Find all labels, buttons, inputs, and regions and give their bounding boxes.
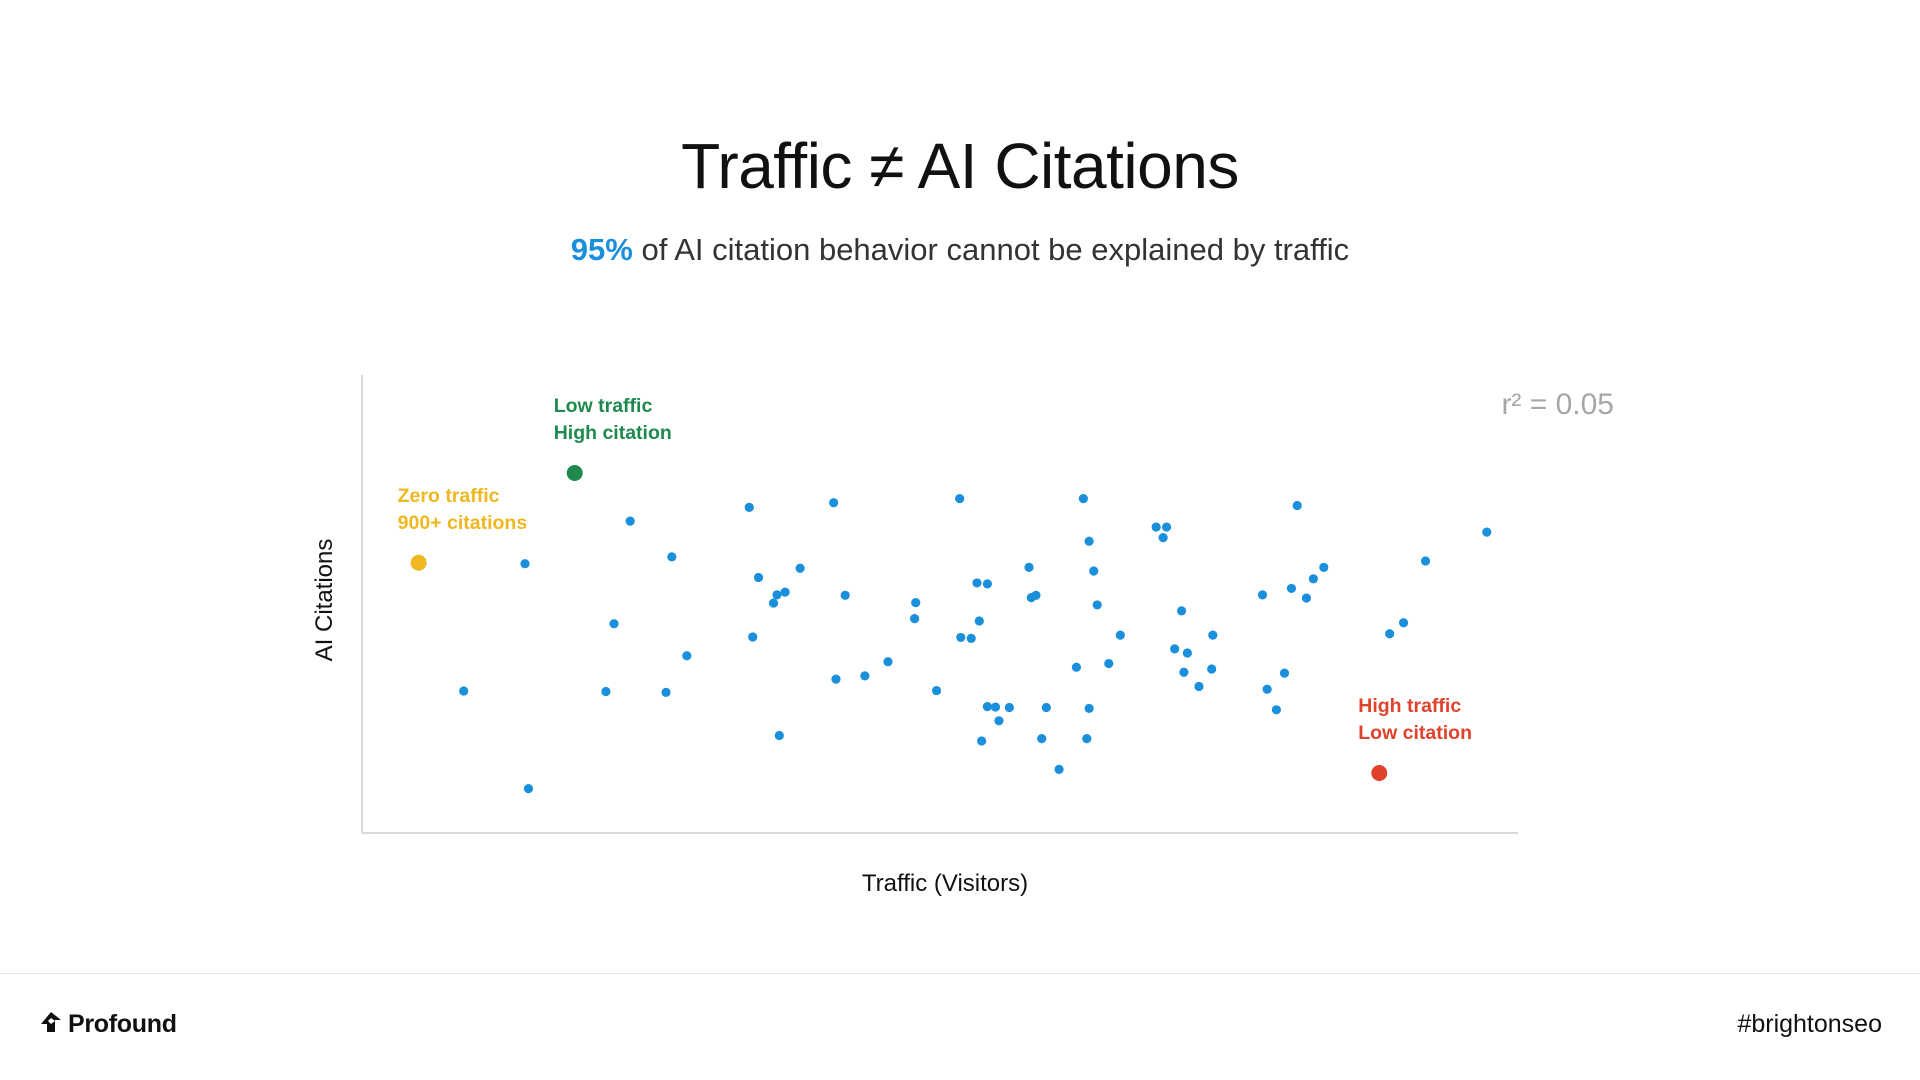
data-point [1078, 494, 1088, 504]
data-point [956, 632, 966, 643]
data-point [1115, 630, 1125, 640]
data-point [1151, 522, 1161, 532]
data-point [1279, 668, 1290, 678]
highlight-label: 900+ citations [398, 512, 528, 534]
data-point [1041, 702, 1051, 713]
data-point [974, 616, 984, 626]
data-point [795, 563, 805, 573]
data-point [1031, 590, 1041, 600]
data-point [753, 572, 764, 583]
x-axis-label: Traffic (Visitors) [862, 870, 1028, 897]
data-point [1158, 532, 1168, 543]
data-point [911, 598, 921, 608]
data-point [661, 687, 671, 697]
profound-logo-icon [40, 1011, 62, 1038]
data-point [520, 559, 530, 569]
data-point [1207, 664, 1217, 674]
data-point [1262, 684, 1272, 694]
data-point [780, 587, 790, 597]
data-point [1104, 658, 1114, 669]
data-point [1194, 681, 1204, 692]
data-point [1420, 556, 1431, 566]
footer-divider [0, 973, 1920, 974]
data-point [459, 686, 469, 696]
slide-title: Traffic ≠ AI Citations [681, 130, 1239, 202]
data-point [1482, 527, 1492, 537]
data-point [1177, 606, 1187, 616]
data-point [977, 736, 987, 746]
data-point [829, 498, 839, 508]
brand-name: Profound [68, 1010, 177, 1038]
scatter-chart: AI Citations Traffic (Visitors) r² = 0.0… [311, 375, 1614, 897]
highlight-point [566, 465, 583, 482]
highlight-label: High traffic [1358, 695, 1461, 717]
subtitle-text: of AI citation behavior cannot be explai… [632, 232, 1350, 267]
highlight-label: Low citation [1358, 722, 1472, 744]
slide-subtitle: 95% of AI citation behavior cannot be ex… [0, 230, 1920, 270]
data-point [1271, 705, 1281, 715]
highlight-label: High citation [554, 422, 672, 444]
data-point [682, 651, 692, 661]
data-point [1398, 618, 1409, 628]
data-point [883, 657, 893, 667]
data-point [931, 685, 942, 696]
data-point [909, 614, 920, 624]
data-point [1179, 667, 1189, 677]
data-point [1292, 500, 1302, 511]
data-point [1182, 648, 1192, 658]
data-point [994, 716, 1004, 726]
data-point [1319, 562, 1329, 572]
data-point [772, 590, 782, 600]
highlight-label: Low traffic [554, 395, 653, 417]
highlight-point [410, 554, 427, 571]
subtitle-highlight: 95% [570, 232, 633, 267]
data-point [1084, 703, 1094, 714]
data-point [1301, 593, 1312, 603]
brand: Profound [40, 1010, 177, 1039]
data-point [1257, 590, 1268, 600]
data-point [667, 552, 677, 562]
data-point [1170, 644, 1180, 654]
data-point [990, 702, 1001, 712]
data-point [1037, 734, 1047, 744]
data-point [831, 674, 841, 684]
data-point [1089, 566, 1099, 576]
data-point [860, 671, 870, 681]
data-point [1024, 562, 1034, 572]
highlight-point [1371, 765, 1388, 782]
highlight-points: Zero traffic 900+ citations Low traffic Hig… [398, 395, 1472, 782]
data-point [774, 730, 784, 741]
r-squared-label: r² = 0.05 [1501, 388, 1614, 421]
data-point [1286, 583, 1297, 594]
data-point [1084, 536, 1094, 546]
data-point [1082, 734, 1092, 744]
data-point [601, 686, 611, 697]
data-point [625, 516, 635, 526]
data-point [523, 783, 534, 794]
data-point [1208, 630, 1218, 640]
data-point [609, 619, 619, 629]
data-point [972, 578, 982, 588]
data-point [1161, 522, 1172, 532]
data-point [744, 502, 754, 512]
data-point [1054, 764, 1064, 774]
data-point [1385, 629, 1395, 639]
data-point [748, 632, 758, 642]
data-points [459, 494, 1492, 794]
data-point [966, 633, 976, 643]
highlight-label: Zero traffic [398, 485, 500, 507]
data-point [982, 579, 992, 589]
event-hashtag: #brightonseo [1737, 1010, 1882, 1038]
data-point [1004, 702, 1014, 713]
data-point [955, 494, 965, 504]
data-point [840, 590, 850, 600]
data-point [1071, 662, 1082, 672]
data-point [768, 598, 779, 608]
data-point [982, 701, 992, 712]
y-axis-label: AI Citations [311, 539, 338, 662]
data-point [1308, 574, 1318, 584]
data-point [1092, 600, 1102, 610]
